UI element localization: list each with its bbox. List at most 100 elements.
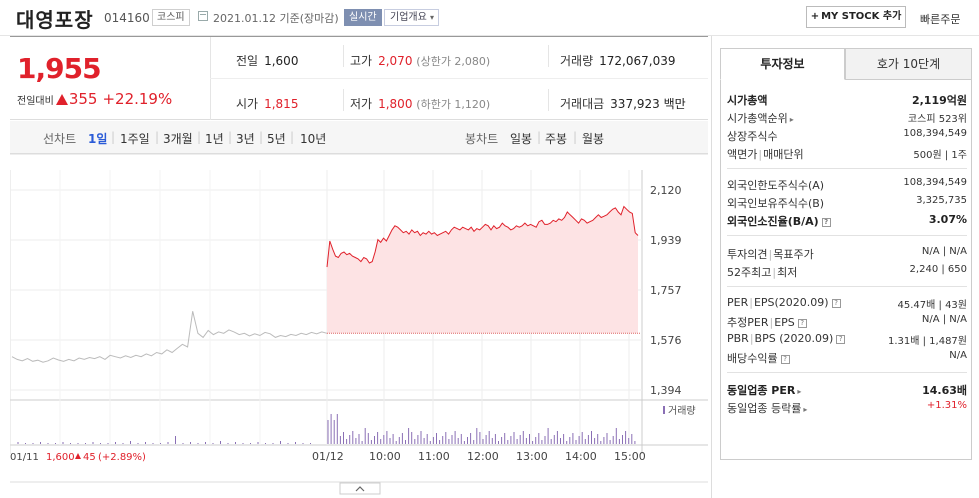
target-label: 목표주가 bbox=[773, 248, 814, 261]
est-per-label: 추정PER bbox=[727, 316, 769, 329]
market-cap-label: 시가총액 bbox=[727, 94, 768, 107]
separator: | bbox=[758, 148, 763, 161]
prev-close-value: 1,600 bbox=[264, 54, 299, 68]
industry-per-label: 동일업종 PER bbox=[727, 384, 796, 397]
low-price: 저가 1,800 (하한가 1,120) bbox=[350, 95, 490, 112]
caret-right-icon: ▸ bbox=[797, 387, 802, 396]
period-5y[interactable]: 5년 bbox=[267, 132, 286, 146]
separator: | bbox=[749, 296, 753, 309]
upper-limit: (상한가 2,080) bbox=[416, 55, 491, 68]
realtime-button[interactable]: 실시간 bbox=[344, 9, 382, 26]
y-tick-label: 2,120 bbox=[650, 184, 682, 197]
separator: | bbox=[290, 130, 295, 144]
industry-rate-value: +1.31% bbox=[926, 400, 967, 411]
week52-high-label: 52주최고 bbox=[727, 266, 772, 279]
volume-legend-marker bbox=[663, 406, 665, 414]
foreign-limit-label: 외국인한도주식수(A) bbox=[727, 179, 825, 192]
prev-close: 전일 1,600 bbox=[236, 52, 298, 69]
dividend-label: 배당수익률 bbox=[727, 352, 778, 365]
candle-daily[interactable]: 일봉 bbox=[510, 132, 533, 146]
high-value: 2,070 bbox=[378, 54, 413, 68]
trade-amount: 거래대금 337,923 백만 bbox=[560, 95, 686, 112]
candle-chart-label: 봉차트 bbox=[465, 132, 499, 146]
period-3m[interactable]: 3개월 bbox=[163, 132, 193, 146]
candle-weekly[interactable]: 주봉 bbox=[545, 132, 568, 146]
period-3y[interactable]: 3년 bbox=[236, 132, 255, 146]
stock-name: 대영포장 bbox=[16, 8, 94, 32]
company-overview-dropdown[interactable]: 기업개요 ▾ bbox=[384, 9, 440, 26]
price-line bbox=[326, 205, 639, 268]
opinion-label: 투자의견 bbox=[727, 248, 768, 261]
prev-close-label: 전일 bbox=[236, 54, 259, 68]
opinion-target-value: N/A | N/A bbox=[921, 246, 967, 257]
separator: | bbox=[573, 130, 578, 144]
separator: | bbox=[769, 316, 774, 329]
x-tick-label: 15:00 bbox=[614, 450, 646, 463]
est-per-eps-row: 추정PER|EPS? N/A | N/A bbox=[727, 314, 967, 330]
volume: 거래량 172,067,039 bbox=[560, 52, 675, 69]
open-value: 1,815 bbox=[264, 97, 299, 111]
y-tick-label: 1,394 bbox=[650, 384, 682, 397]
info-icon[interactable]: ? bbox=[821, 218, 831, 227]
up-triangle-icon bbox=[75, 453, 81, 459]
up-triangle-icon bbox=[55, 94, 68, 105]
prev-session-line bbox=[11, 311, 328, 363]
add-mystock-label: MY STOCK 추가 bbox=[821, 11, 902, 22]
tab-investment-info[interactable]: 투자정보 bbox=[720, 48, 845, 80]
per-eps-row: PER|EPS(2020.09)? 45.47배 | 43원 bbox=[727, 296, 967, 312]
period-10y[interactable]: 10년 bbox=[300, 132, 327, 146]
caret-right-icon: ▸ bbox=[803, 405, 808, 414]
separator: | bbox=[537, 130, 542, 144]
volume-label: 거래량 bbox=[668, 405, 696, 417]
price-chart-svg: 2,120 1,939 1,757 1,576 1,394 01/12 10:00 11:00… bbox=[9, 153, 708, 495]
period-1d[interactable]: 1일 bbox=[88, 132, 108, 146]
unit-label: 매매단위 bbox=[763, 148, 804, 161]
tab-orderbook[interactable]: 호가 10단계 bbox=[845, 48, 972, 80]
open-label: 시가 bbox=[236, 97, 259, 111]
info-icon[interactable]: ? bbox=[831, 299, 841, 308]
pbr-bps-row: PBR|BPS (2020.09)? 1.31배 | 1,487원 bbox=[727, 332, 967, 348]
divider bbox=[343, 45, 344, 67]
period-1y[interactable]: 1년 bbox=[205, 132, 224, 146]
prev-session-percent: (+2.89%) bbox=[98, 452, 146, 463]
info-icon[interactable]: ? bbox=[780, 355, 790, 364]
bps-label: BPS (2020.09) bbox=[754, 332, 834, 345]
pbr-label: PBR bbox=[727, 332, 749, 345]
high-label: 고가 bbox=[350, 54, 373, 68]
quick-order-link[interactable]: 빠른주문 bbox=[920, 13, 961, 26]
foreign-hold-value: 3,325,735 bbox=[916, 195, 967, 206]
add-mystock-button[interactable]: + MY STOCK 추가 bbox=[806, 6, 906, 28]
change-label: 전일대비 bbox=[17, 96, 54, 107]
shares-value: 108,394,549 bbox=[903, 128, 967, 139]
prev-session-close: 1,600 bbox=[46, 452, 75, 463]
shares-label: 상장주식수 bbox=[727, 130, 778, 143]
divider bbox=[548, 89, 549, 111]
low-value: 1,800 bbox=[378, 97, 413, 111]
pbr-bps-value: 1.31배 | 1,487원 bbox=[887, 336, 967, 347]
info-icon[interactable]: ? bbox=[836, 335, 846, 344]
price-change: 전일대비 355 +22.19% bbox=[17, 90, 172, 108]
stock-header: 대영포장 014160 코스피 2021.01.12 기준(장마감) 실시간 기… bbox=[0, 0, 979, 36]
change-amount: 355 bbox=[68, 90, 98, 108]
volume-label: 거래량 bbox=[560, 54, 594, 68]
price-chart: 2,120 1,939 1,757 1,576 1,394 01/12 10:00 11:00… bbox=[9, 153, 708, 498]
week52-row: 52주최고|최저 2,240 | 650 bbox=[727, 264, 967, 280]
x-tick-label: 13:00 bbox=[516, 450, 548, 463]
dividend-row: 배당수익률? N/A bbox=[727, 350, 967, 366]
x-tick-label: 12:00 bbox=[467, 450, 499, 463]
divider bbox=[727, 286, 967, 287]
separator: | bbox=[259, 130, 264, 144]
amount-label: 거래대금 bbox=[560, 97, 605, 111]
foreign-rate-value: 3.07% bbox=[928, 213, 967, 226]
par-unit-value: 500원 | 1주 bbox=[913, 150, 967, 161]
info-icon[interactable]: ? bbox=[797, 319, 807, 328]
low-label: 저가 bbox=[350, 97, 373, 111]
market-cap-value: 2,119억원 bbox=[911, 94, 967, 107]
x-tick-label: 01/12 bbox=[312, 450, 344, 463]
collapse-handle bbox=[339, 482, 381, 495]
candle-monthly[interactable]: 월봉 bbox=[582, 132, 605, 146]
current-price: 1,955 bbox=[17, 52, 102, 85]
caret-right-icon: ▸ bbox=[789, 115, 794, 124]
x-tick-label: 10:00 bbox=[369, 450, 401, 463]
period-1w[interactable]: 1주일 bbox=[120, 132, 150, 146]
